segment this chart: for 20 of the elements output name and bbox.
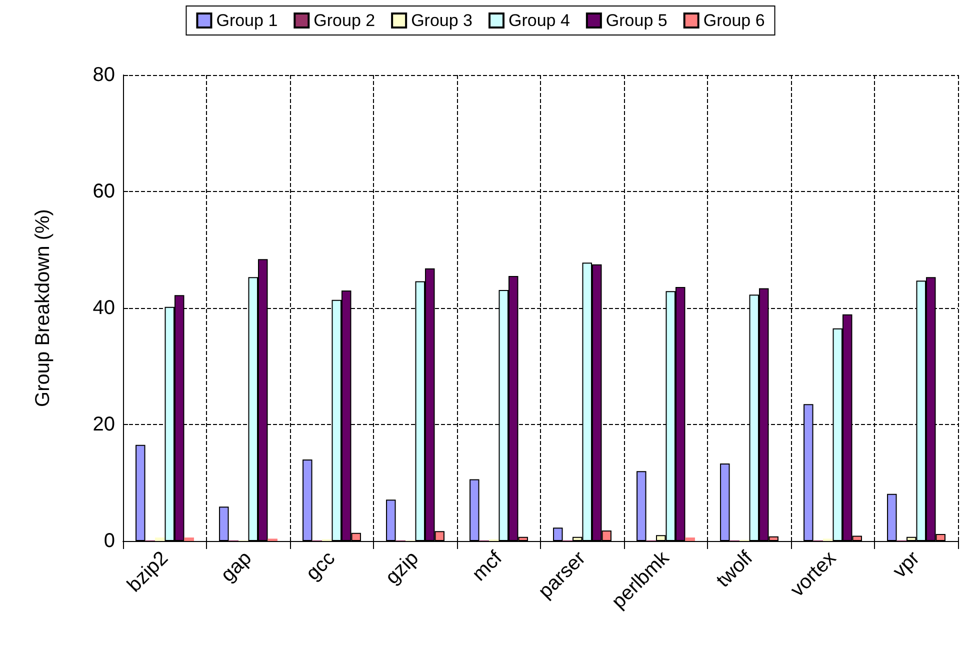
- x-tick-label: mcf: [468, 546, 507, 586]
- x-tick-label: gap: [216, 547, 256, 586]
- y-tick-label: 40: [92, 297, 115, 319]
- y-tick-label: 60: [92, 180, 115, 202]
- y-tick-label: 0: [104, 530, 115, 552]
- bar: [184, 538, 194, 541]
- legend-label: Group 4: [508, 11, 570, 30]
- bar: [155, 538, 165, 541]
- x-tick-label: gcc: [302, 547, 340, 585]
- x-tick-label: vpr: [888, 546, 924, 582]
- bar: [685, 538, 695, 541]
- legend-label: Group 5: [606, 11, 668, 30]
- y-axis-title: Group Breakdown (%): [32, 209, 54, 407]
- x-tick-label: gzip: [382, 547, 424, 589]
- legend-label: Group 3: [411, 11, 473, 30]
- y-tick-label: 80: [92, 64, 115, 86]
- legend-label: Group 6: [703, 11, 765, 30]
- legend-label: Group 1: [216, 11, 278, 30]
- y-tick-label: 20: [92, 414, 115, 436]
- legend-label: Group 2: [314, 11, 376, 30]
